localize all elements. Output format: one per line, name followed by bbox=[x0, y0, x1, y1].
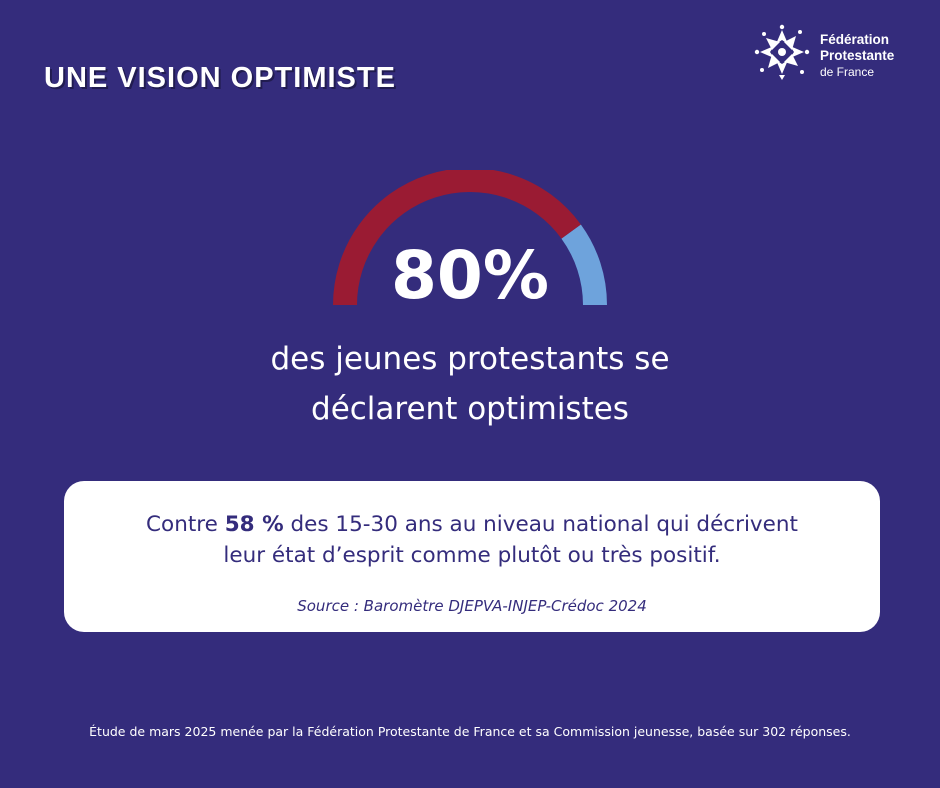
logo-line2: Protestante bbox=[820, 48, 895, 63]
gauge-remaining-arc bbox=[561, 224, 607, 306]
gauge-filled-arc bbox=[333, 170, 581, 306]
logo-line3: de France bbox=[820, 65, 875, 79]
footer-note: Étude de mars 2025 menée par la Fédérati… bbox=[89, 724, 851, 739]
comparison-text: Contre 58 % des 15-30 ans au niveau nati… bbox=[146, 512, 798, 568]
page-title: UNE VISION OPTIMISTE bbox=[44, 62, 396, 94]
comparison-card: Contre 58 % des 15-30 ans au niveau nati… bbox=[64, 481, 880, 632]
headline-line2: déclarent optimistes bbox=[311, 391, 629, 427]
comparison-highlight: 58 % bbox=[224, 512, 284, 537]
headline: des jeunes protestants se déclarent opti… bbox=[170, 334, 770, 434]
huguenot-cross-icon bbox=[754, 24, 810, 80]
source-note: Source : Baromètre DJEPVA-INJEP-Crédoc 2… bbox=[297, 597, 647, 615]
logo: Fédération Protestante de France bbox=[752, 20, 922, 82]
percent-value: 80% bbox=[391, 237, 549, 314]
gauge bbox=[333, 170, 607, 306]
headline-line1: des jeunes protestants se bbox=[270, 341, 670, 377]
logo-line1: Fédération bbox=[820, 32, 890, 47]
